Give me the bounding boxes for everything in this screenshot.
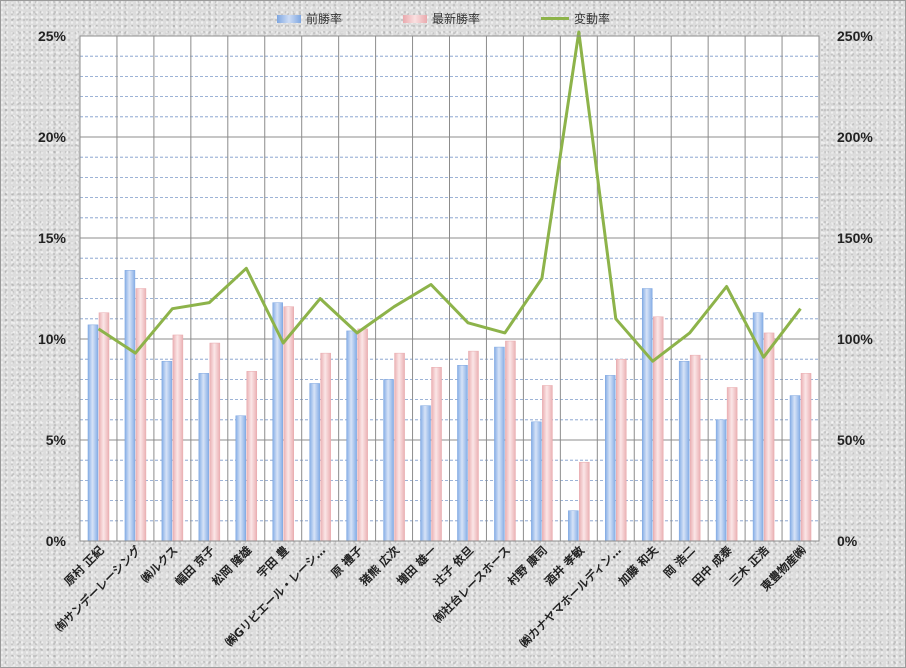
legend-swatch-change: [541, 17, 569, 20]
legend-swatch-prev: [277, 14, 301, 23]
bar-prev-1: [124, 270, 136, 542]
bar-prev-12: [531, 421, 542, 542]
bar-prev-8: [383, 379, 394, 542]
y-left-tick-label: 20%: [38, 129, 67, 145]
legend-item-prev: 前勝率: [277, 10, 342, 27]
legend: 前勝率 最新勝率 変動率: [1, 10, 906, 26]
x-tick-label: 松岡 隆雄: [209, 543, 255, 589]
bar-new-8: [394, 352, 405, 542]
bar-new-9: [431, 367, 442, 542]
bar-prev-2: [161, 360, 173, 542]
legend-label-change: 変動率: [574, 12, 611, 26]
change-line: [97, 30, 802, 363]
change-line-path: [97, 30, 802, 363]
y-right-tick-label: 0%: [837, 533, 858, 549]
bar-prev-17: [715, 419, 727, 542]
y-right-tick-label: 150%: [837, 230, 873, 246]
bar-prev-4: [235, 415, 247, 542]
bar-prev-7: [346, 330, 357, 542]
bar-prev-15: [641, 288, 653, 542]
x-tick-label: 猪熊 広次: [356, 543, 402, 589]
bar-prev-14: [605, 375, 616, 542]
bar-new-14: [616, 358, 627, 542]
bar-new-7: [357, 328, 368, 542]
bar-prev-6: [309, 383, 320, 542]
bar-new-16: [689, 354, 701, 542]
bar-prev-11: [494, 346, 505, 542]
legend-label-prev: 前勝率: [306, 12, 343, 26]
bar-prev-13: [568, 510, 579, 542]
bar-new-12: [542, 385, 553, 542]
y-left-tick-label: 0%: [46, 533, 67, 549]
y-right-tick-label: 250%: [837, 28, 873, 44]
bar-new-1: [135, 288, 147, 542]
gridlines: [80, 35, 819, 542]
bar-new-11: [505, 340, 516, 542]
bar-prev-0: [87, 324, 99, 542]
bar-new-3: [209, 342, 221, 542]
y-right-tick-label: 100%: [837, 331, 873, 347]
y-left-tick-label: 15%: [38, 230, 67, 246]
bar-new-18: [763, 332, 775, 542]
bar-prev-10: [457, 365, 468, 542]
legend-label-new: 最新勝率: [432, 12, 481, 26]
legend-item-change: 変動率: [541, 10, 610, 27]
legend-item-new: 最新勝率: [403, 10, 480, 27]
y-right-tick-label: 50%: [837, 432, 866, 448]
bar-new-0: [98, 312, 110, 542]
y-left-tick-label: 10%: [38, 331, 67, 347]
bar-new-17: [726, 387, 738, 542]
y-right-tick-label: 200%: [837, 129, 873, 145]
bar-new-15: [652, 316, 664, 542]
bar-new-4: [246, 371, 258, 542]
bar-prev-19: [789, 395, 801, 542]
bar-new-10: [468, 350, 479, 542]
bar-new-19: [800, 373, 812, 542]
x-tick-label: 村野 康司: [505, 543, 550, 588]
legend-swatch-new: [403, 14, 427, 23]
y-left-tick-label: 5%: [46, 432, 67, 448]
bar-prev-3: [198, 373, 210, 542]
x-tick-label: 加藤 和夫: [615, 543, 661, 589]
y-left-tick-label: 25%: [38, 28, 67, 44]
bar-new-2: [172, 334, 184, 542]
bar-new-6: [320, 352, 331, 542]
bar-prev-9: [420, 405, 431, 542]
plot-border: [79, 35, 820, 542]
bar-new-13: [579, 461, 590, 542]
bars: [87, 270, 812, 542]
bar-prev-16: [678, 360, 690, 542]
